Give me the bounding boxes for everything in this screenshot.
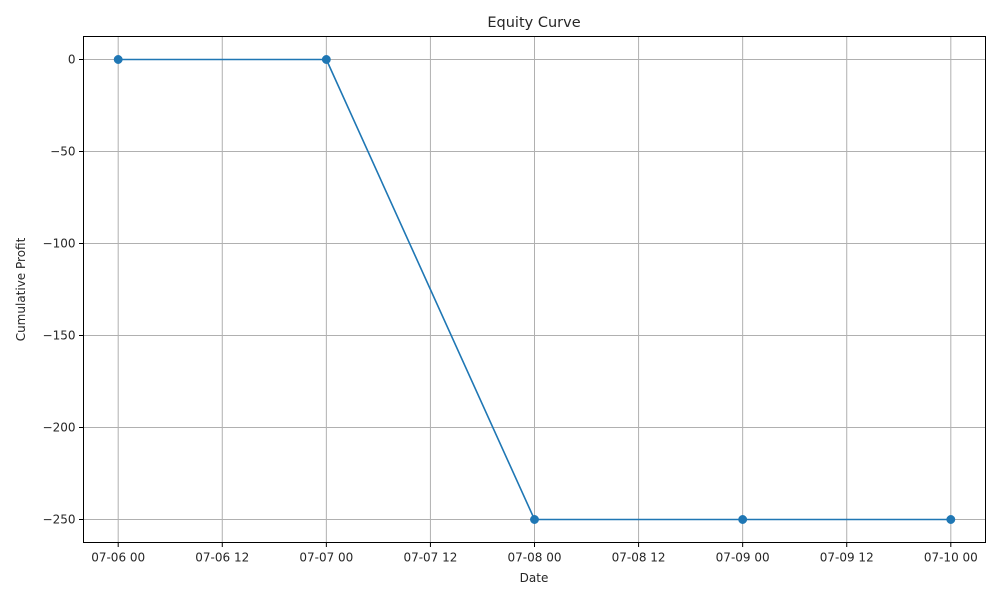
data-point xyxy=(738,515,748,524)
x-tick-label: 07-09 12 xyxy=(820,551,874,565)
y-axis: 0 −50 −100 −150 −200 −250 xyxy=(43,53,84,527)
y-tick-label: −250 xyxy=(43,513,76,527)
x-tick-label: 07-08 12 xyxy=(612,551,666,565)
x-tick-label: 07-06 12 xyxy=(195,551,249,565)
y-tick-label: −50 xyxy=(50,145,75,159)
data-point xyxy=(113,55,123,64)
x-tick-label: 07-10 00 xyxy=(924,551,978,565)
y-tick-label: 0 xyxy=(68,53,76,67)
x-axis: 07-06 00 07-06 12 07-07 00 07-07 12 07-08 00… xyxy=(91,542,978,565)
data-point xyxy=(530,515,539,524)
chart-title: Equity Curve xyxy=(487,15,580,31)
y-tick-label: −200 xyxy=(43,421,76,435)
x-tick-label: 07-08 00 xyxy=(508,551,562,565)
x-tick-label: 07-06 00 xyxy=(91,551,145,565)
x-tick-label: 07-07 00 xyxy=(299,551,353,565)
x-axis-label: Date xyxy=(520,571,549,585)
series-layer xyxy=(113,55,956,524)
y-axis-label: Cumulative Profit xyxy=(14,237,28,341)
data-point xyxy=(321,55,331,64)
data-point xyxy=(946,515,956,524)
y-tick-label: −150 xyxy=(43,329,76,343)
grid xyxy=(83,36,986,543)
x-tick-label: 07-09 00 xyxy=(716,551,770,565)
y-tick-label: −100 xyxy=(43,237,76,251)
x-tick-label: 07-07 12 xyxy=(403,551,457,565)
